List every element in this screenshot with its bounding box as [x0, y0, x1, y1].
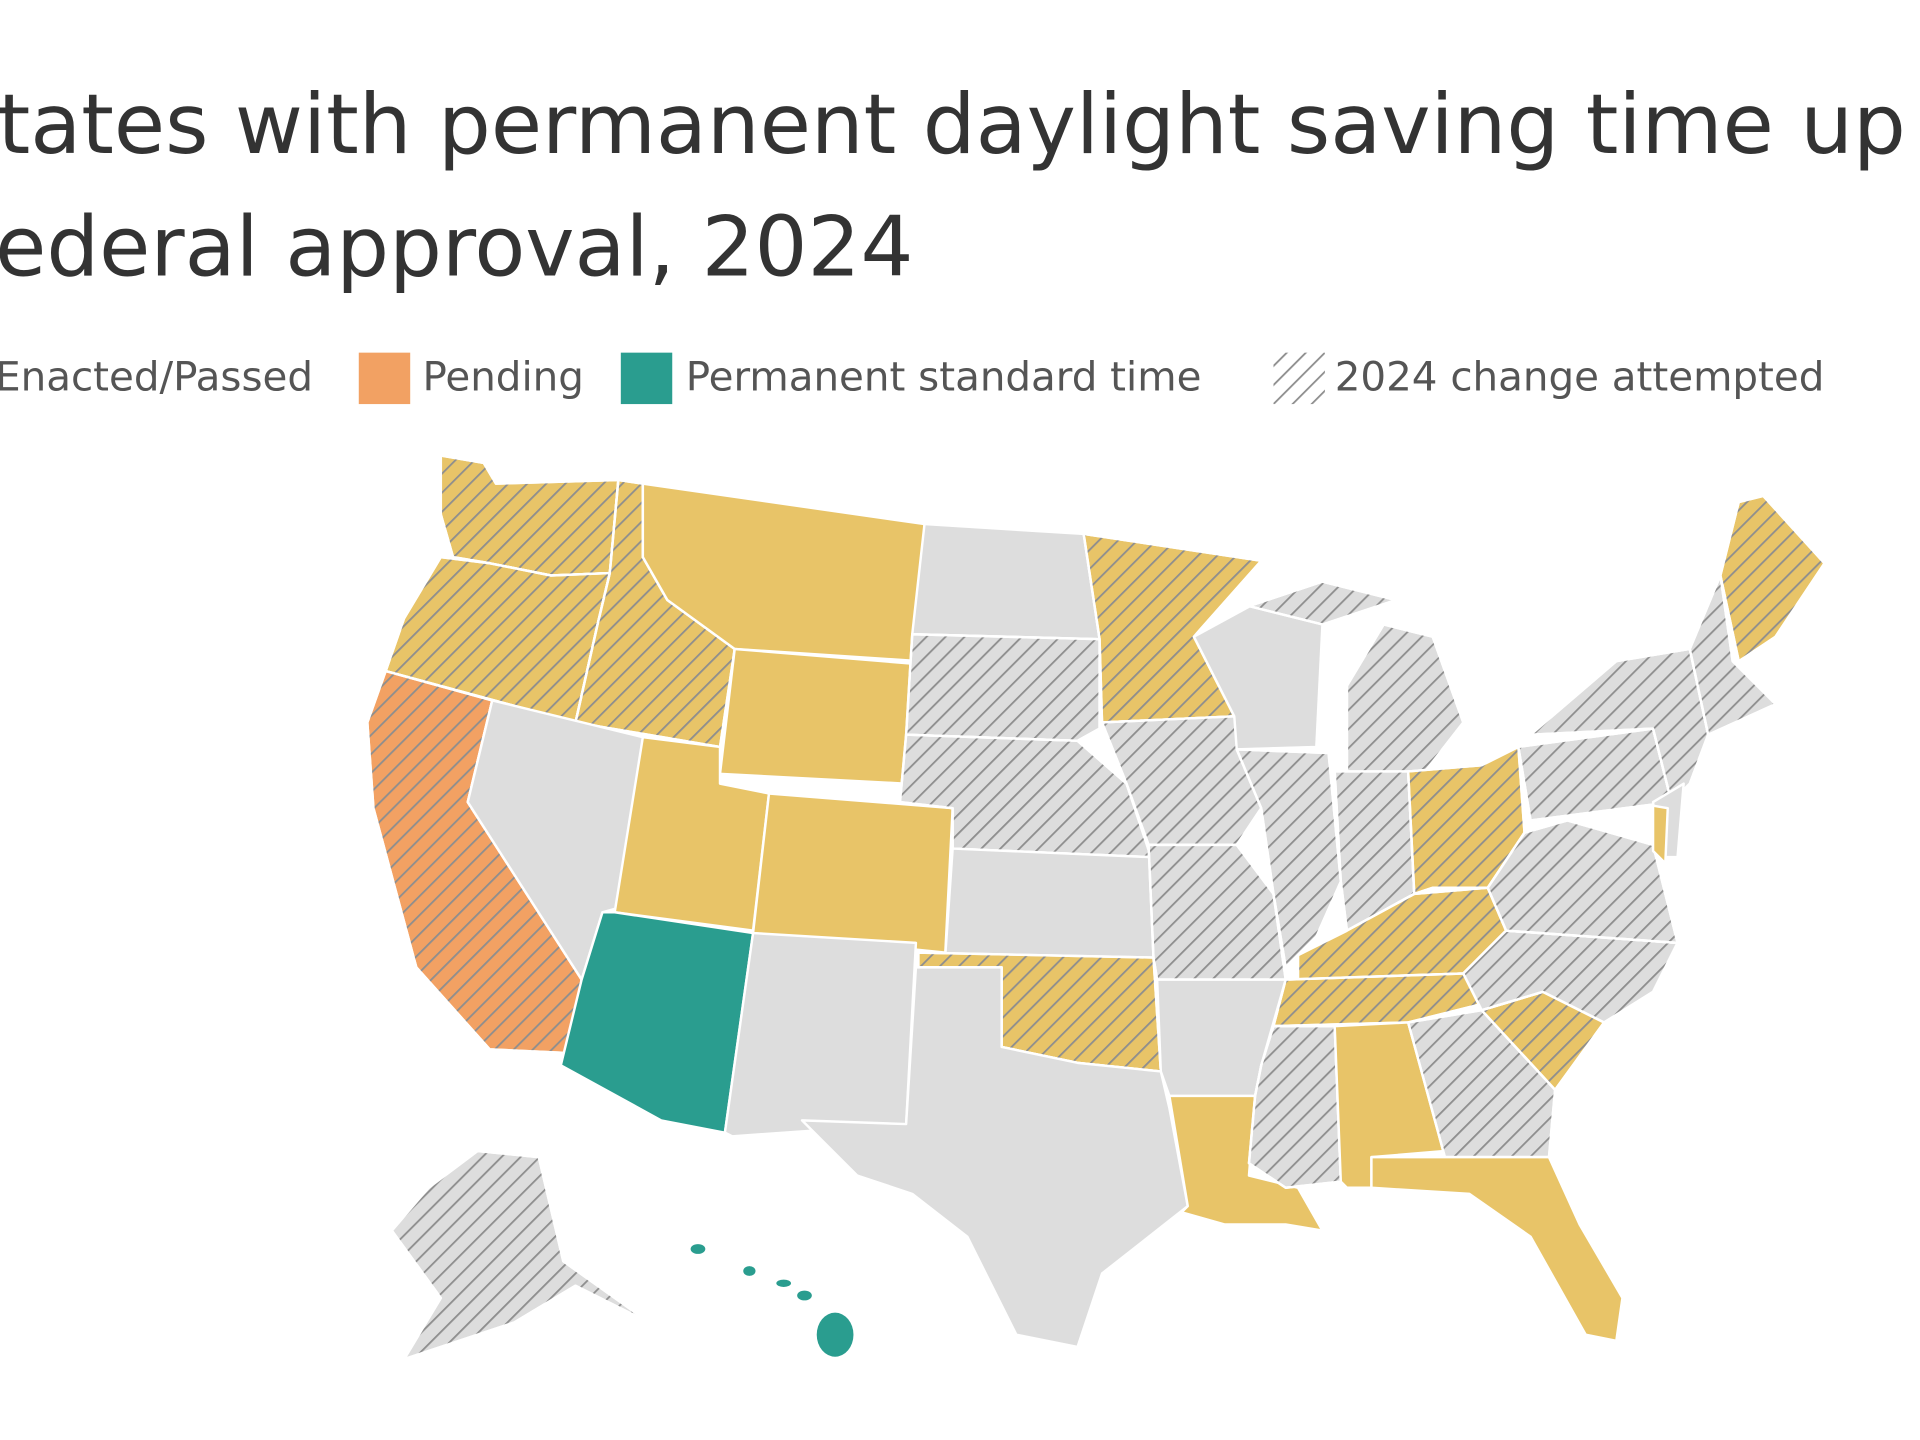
state-shape	[743, 1266, 756, 1276]
state-shape	[797, 1290, 812, 1301]
state-shape	[1719, 494, 1826, 663]
legend-label: Permanent standard time	[686, 353, 1202, 401]
state-shape	[944, 847, 1155, 959]
state-shape	[1688, 574, 1777, 736]
state-shape	[1247, 580, 1398, 626]
state-shape	[718, 647, 914, 785]
state-shape	[800, 966, 1189, 1349]
legend-label: Pending	[422, 353, 583, 401]
state-shape	[1235, 748, 1343, 969]
legend-swatch	[358, 352, 411, 405]
state-shape	[723, 931, 918, 1138]
legend-label: Enacted/Passed	[0, 353, 313, 401]
state-shape	[776, 1279, 792, 1287]
state-shape	[1529, 647, 1710, 804]
legend-swatch	[1273, 352, 1325, 405]
state-shape	[1517, 727, 1673, 822]
title-line: tates with permanent daylight saving tim…	[0, 76, 1906, 173]
state-shape	[911, 522, 1101, 641]
state-shape	[1651, 804, 1669, 865]
legend: Enacted/Passed Pending Permanent standar…	[0, 352, 1825, 405]
state-shape	[390, 1149, 651, 1361]
state-shape	[1192, 598, 1324, 751]
legend-swatch	[620, 352, 673, 405]
state-shape	[816, 1312, 854, 1357]
title-line: ederal approval, 2024	[0, 199, 913, 296]
state-shape	[1370, 1155, 1624, 1343]
state-shape	[751, 792, 954, 954]
state-shape	[1345, 623, 1465, 779]
state-shape	[1406, 1008, 1557, 1159]
legend-label: 2024 change attempted	[1335, 353, 1825, 401]
state-shape	[690, 1244, 706, 1254]
state-shape	[904, 633, 1101, 743]
state-shape	[1147, 843, 1287, 981]
state-shape	[439, 454, 620, 577]
us-map	[366, 454, 1826, 1361]
